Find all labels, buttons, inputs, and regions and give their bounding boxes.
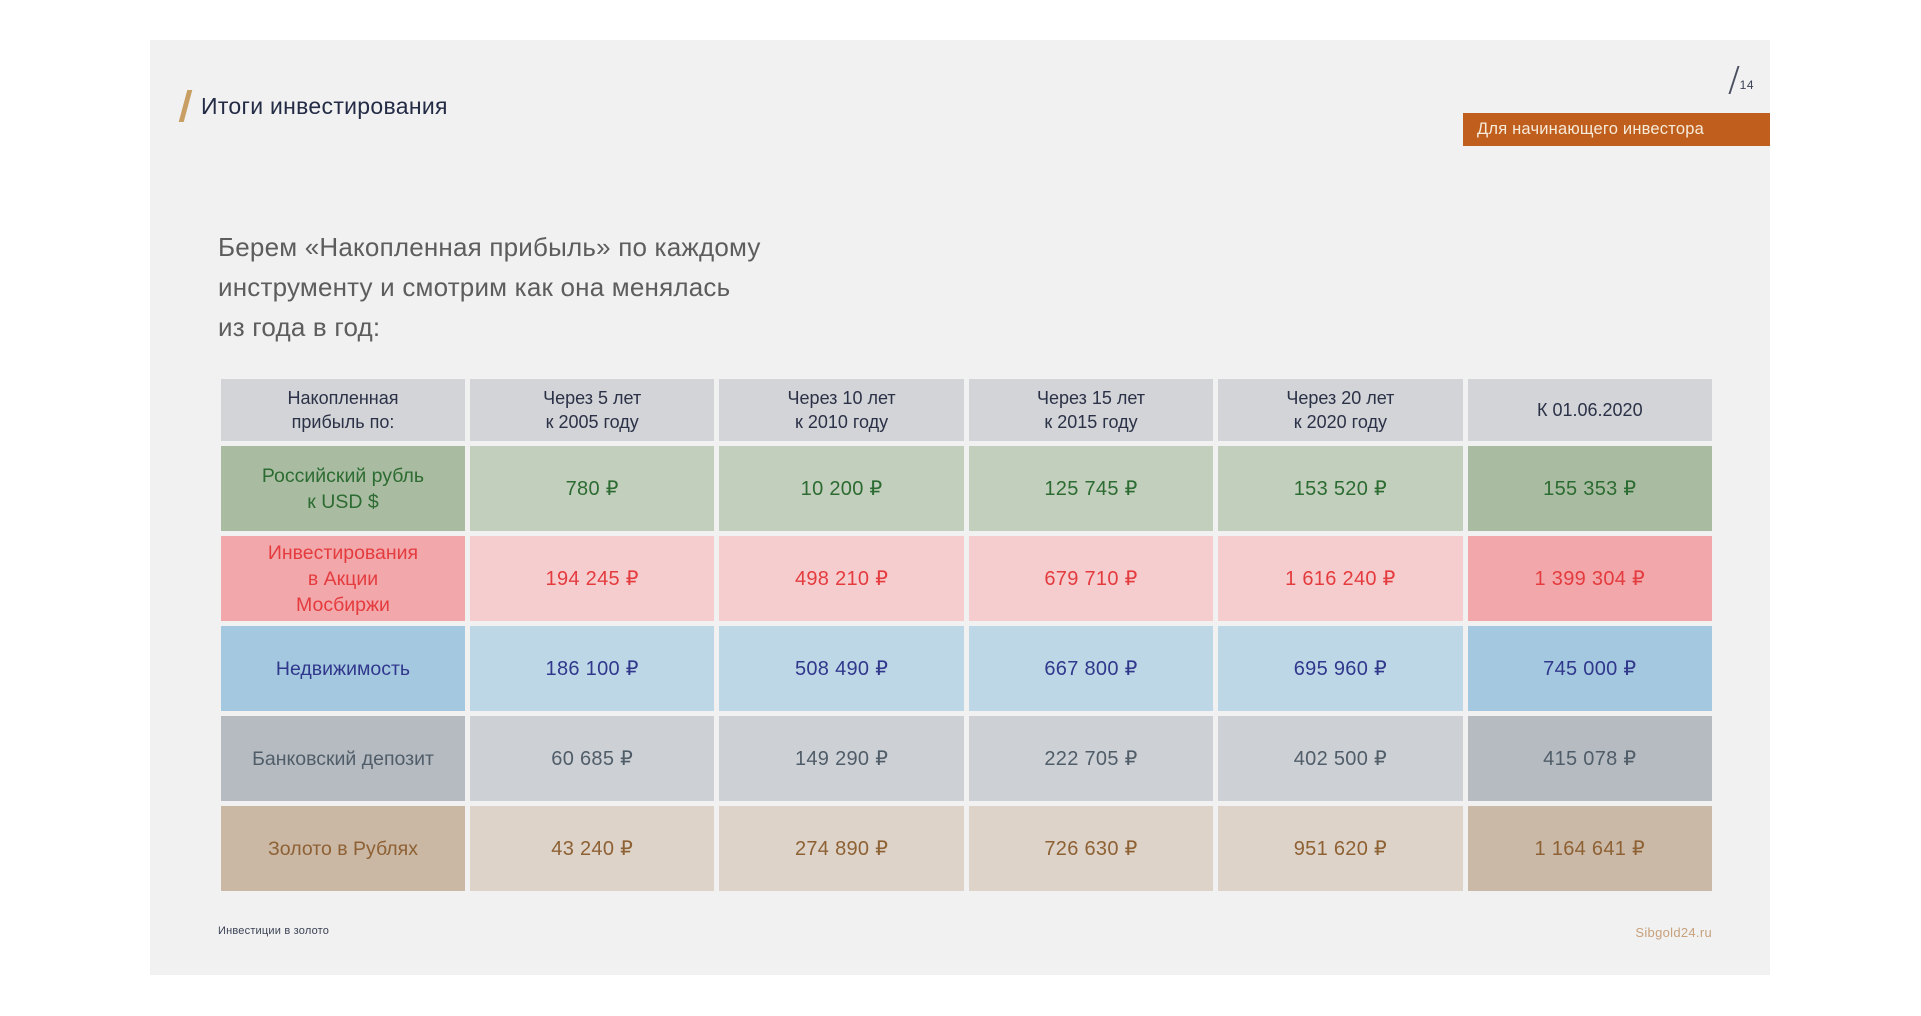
title-slash-icon bbox=[178, 90, 193, 122]
presentation-slide: 14 Итоги инвестирования Для начинающего … bbox=[150, 40, 1770, 975]
table-cell: 508 490 ₽ bbox=[719, 626, 964, 711]
table-cell: 10 200 ₽ bbox=[719, 446, 964, 531]
table-cell: 402 500 ₽ bbox=[1218, 716, 1463, 801]
table-cell: 745 000 ₽ bbox=[1467, 626, 1712, 711]
slide-footer: Инвестиции в золото Sibgold24.ru bbox=[218, 925, 1712, 940]
column-header-20-years: Через 20 лет к 2020 году bbox=[1218, 379, 1463, 441]
table-cell: 726 630 ₽ bbox=[968, 806, 1214, 891]
table-cell: 1 164 641 ₽ bbox=[1467, 806, 1712, 891]
page-number-value: 14 bbox=[1739, 78, 1754, 92]
table-cell: 222 705 ₽ bbox=[968, 716, 1214, 801]
table-cell: 695 960 ₽ bbox=[1218, 626, 1463, 711]
page-title: Итоги инвестирования bbox=[201, 92, 448, 119]
page-number-slash-icon bbox=[1728, 66, 1740, 94]
row-label-gold-rubles: Золото в Рублях bbox=[221, 806, 465, 891]
table-cell: 780 ₽ bbox=[470, 446, 715, 531]
slide-header: Итоги инвестирования bbox=[178, 90, 448, 122]
table-cell: 125 745 ₽ bbox=[968, 446, 1214, 531]
table-cell: 498 210 ₽ bbox=[719, 536, 964, 621]
intro-text: Берем «Накопленная прибыль» по каждому и… bbox=[218, 232, 761, 342]
audience-badge: Для начинающего инвестора bbox=[1463, 113, 1770, 146]
column-header-instrument: Накопленная прибыль по: bbox=[221, 379, 465, 441]
table-cell: 415 078 ₽ bbox=[1467, 716, 1712, 801]
row-label-bank-deposit: Банковский депозит bbox=[221, 716, 465, 801]
footer-site-link[interactable]: Sibgold24.ru bbox=[1635, 925, 1712, 940]
table-cell: 1 616 240 ₽ bbox=[1218, 536, 1463, 621]
profit-comparison-table: Накопленная прибыль по: Через 5 лет к 20… bbox=[221, 379, 1712, 891]
page-number: 14 bbox=[1728, 66, 1754, 94]
column-header-10-years: Через 10 лет к 2010 году bbox=[719, 379, 964, 441]
column-header-current-date: К 01.06.2020 bbox=[1467, 379, 1712, 441]
table-cell: 155 353 ₽ bbox=[1467, 446, 1712, 531]
column-header-15-years: Через 15 лет к 2015 году bbox=[968, 379, 1214, 441]
table-cell: 153 520 ₽ bbox=[1218, 446, 1463, 531]
table-cell: 274 890 ₽ bbox=[719, 806, 964, 891]
footer-series-title: Инвестиции в золото bbox=[218, 925, 330, 937]
row-label-moex-stocks: Инвестирования в Акции Мосбиржи bbox=[221, 536, 465, 621]
table-cell: 667 800 ₽ bbox=[968, 626, 1214, 711]
row-label-real-estate: Недвижимость bbox=[221, 626, 465, 711]
table-cell: 43 240 ₽ bbox=[470, 806, 715, 891]
table-cell: 194 245 ₽ bbox=[470, 536, 715, 621]
table-cell: 149 290 ₽ bbox=[719, 716, 964, 801]
table-cell: 60 685 ₽ bbox=[470, 716, 715, 801]
table-cell: 679 710 ₽ bbox=[968, 536, 1214, 621]
table-cell: 186 100 ₽ bbox=[470, 626, 715, 711]
column-header-5-years: Через 5 лет к 2005 году bbox=[470, 379, 715, 441]
table-cell: 951 620 ₽ bbox=[1218, 806, 1463, 891]
table-cell: 1 399 304 ₽ bbox=[1467, 536, 1712, 621]
row-label-ruble-usd: Российский рубль к USD $ bbox=[221, 446, 465, 531]
